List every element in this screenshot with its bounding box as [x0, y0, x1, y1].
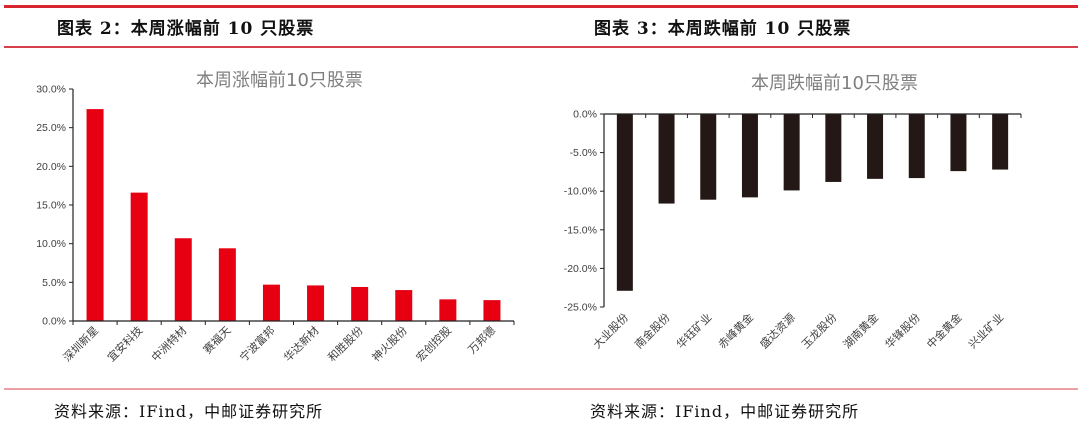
y-tick-label: 5.0%: [42, 277, 66, 289]
bar: [616, 114, 633, 291]
figure-title-left: 图表 2：本周涨幅前 10 只股票: [57, 19, 315, 39]
bar: [783, 114, 800, 191]
bar: [174, 238, 192, 321]
bar: [483, 300, 501, 321]
bar: [395, 290, 413, 321]
source-note-left: 资料来源：IFind，中邮证券研究所: [54, 402, 324, 421]
bar: [950, 114, 967, 172]
bar: [86, 109, 104, 322]
top-rule: [4, 5, 1078, 8]
bar: [908, 114, 925, 179]
figure-title-right: 图表 3：本周跌幅前 10 只股票: [594, 19, 852, 39]
x-category-label: 湖南黄金: [840, 310, 881, 351]
y-tick-label: 30.0%: [36, 84, 66, 96]
bar: [130, 192, 148, 321]
bar: [700, 114, 717, 200]
bar: [867, 114, 884, 179]
y-tick-label: 15.0%: [36, 200, 66, 212]
y-tick-label: 0.0%: [573, 109, 597, 121]
chart-title-right: 本周跌幅前10只股票: [751, 73, 918, 94]
x-category-label: 华钰矿业: [673, 310, 714, 351]
title-rule: [4, 46, 1078, 48]
source-rule: [4, 388, 1078, 390]
bar: [262, 284, 280, 321]
y-tick-label: -20.0%: [564, 263, 597, 275]
x-category-label: 华锋股份: [882, 310, 923, 351]
y-tick-label: -5.0%: [570, 147, 597, 159]
y-tick-label: 25.0%: [36, 122, 66, 134]
x-category-label: 大业股份: [590, 310, 631, 351]
bar: [307, 285, 325, 321]
source-note-right: 资料来源：IFind，中邮证券研究所: [590, 402, 860, 421]
bar: [825, 114, 842, 182]
x-category-label: 盛达资源: [757, 310, 798, 351]
bar: [439, 299, 457, 321]
y-tick-label: 10.0%: [36, 238, 66, 250]
bar: [218, 248, 236, 321]
bar: [741, 114, 758, 198]
bar: [351, 286, 369, 321]
bar: [992, 114, 1009, 170]
x-category-label: 玉龙股份: [799, 311, 839, 351]
y-tick-label: -25.0%: [564, 302, 597, 314]
y-tick-label: -10.0%: [564, 186, 597, 198]
chart-title-left: 本周涨幅前10只股票: [196, 70, 363, 91]
x-category-label: 赤峰黄金: [715, 310, 756, 351]
y-tick-label: -15.0%: [564, 224, 597, 236]
bar: [658, 114, 675, 204]
y-tick-label: 20.0%: [36, 161, 66, 173]
y-tick-label: 0.0%: [42, 316, 66, 328]
x-category-label: 南金股份: [632, 310, 673, 351]
x-category-label: 中金黄金: [924, 310, 965, 351]
x-category-label: 兴业矿业: [966, 311, 1006, 351]
